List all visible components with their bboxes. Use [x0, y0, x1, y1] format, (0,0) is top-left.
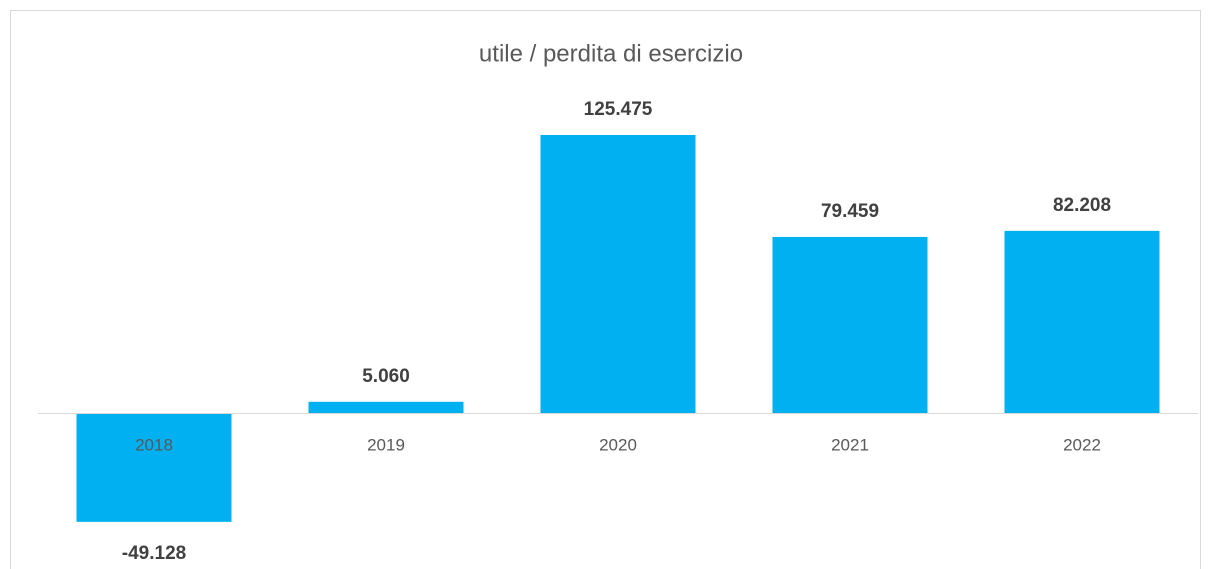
- value-label: -49.128: [122, 543, 186, 564]
- bar: [1004, 230, 1160, 413]
- bar: [76, 413, 232, 522]
- x-tick-label: 2019: [367, 435, 405, 454]
- value-label: 79.459: [821, 201, 879, 222]
- x-tick-label: 2021: [831, 435, 869, 454]
- x-tick-label: 2020: [599, 435, 637, 454]
- bar: [772, 236, 928, 413]
- bar: [540, 135, 696, 413]
- x-tick-label: 2022: [1063, 435, 1101, 454]
- value-label: 5.060: [362, 366, 410, 387]
- bar: [308, 401, 464, 413]
- value-label: 82.208: [1053, 195, 1111, 216]
- x-tick-label: 2018: [135, 435, 173, 454]
- chart-title: utile / perdita di esercizio: [479, 40, 743, 67]
- value-label: 125.475: [584, 99, 653, 120]
